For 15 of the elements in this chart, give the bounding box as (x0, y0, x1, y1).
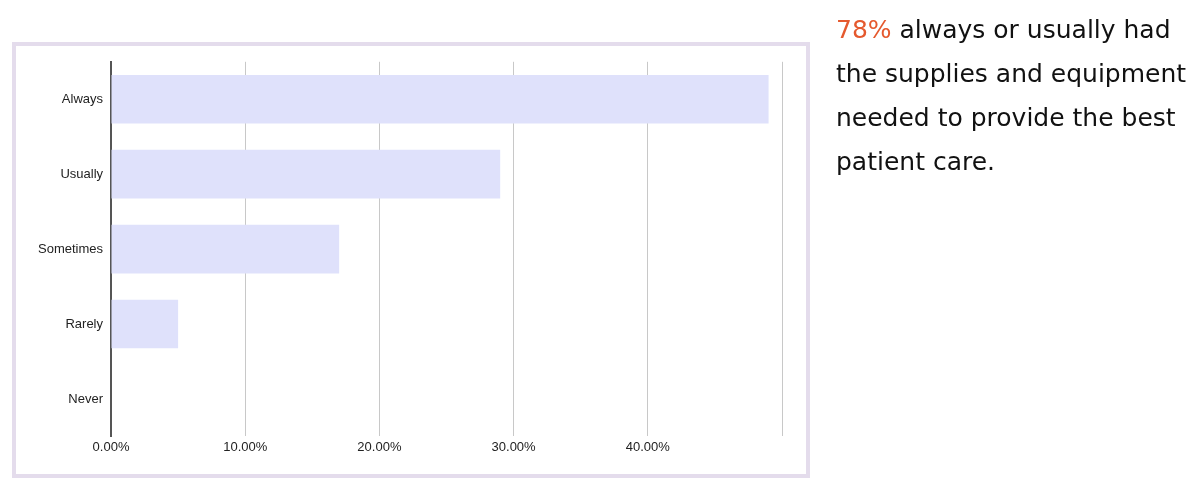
bar (111, 74, 769, 124)
bar (111, 299, 179, 349)
bar (111, 224, 340, 274)
x-tick-label: 10.00% (223, 438, 268, 454)
bar (111, 149, 501, 199)
x-tick-label: 0.00% (92, 438, 130, 454)
x-tick-label: 30.00% (491, 438, 537, 454)
y-tick-label: Never (68, 390, 104, 406)
y-tick-label: Sometimes (37, 240, 104, 256)
y-tick-label: Always (61, 90, 104, 106)
x-tick-label: 20.00% (357, 438, 402, 454)
y-tick-label: Usually (60, 165, 104, 181)
text: 78% always or usually had the supplies and equipment needed to provide the best patient care. (836, 14, 1188, 178)
x-tick-label: 40.00% (625, 438, 671, 454)
y-tick-label: Rarely (65, 315, 104, 331)
